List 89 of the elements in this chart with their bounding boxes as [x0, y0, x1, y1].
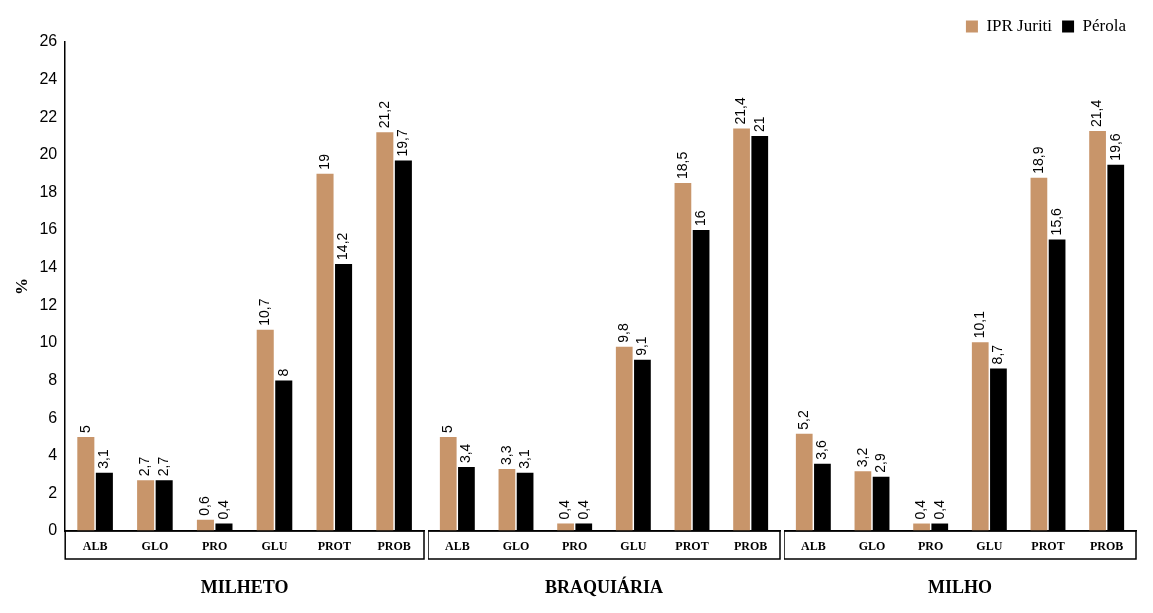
data-label: 14,2 [334, 232, 351, 260]
y-tick-label: 16 [39, 220, 58, 238]
bar [795, 433, 813, 531]
y-tick-label: 8 [48, 370, 58, 388]
data-label: 18,5 [673, 151, 690, 180]
y-tick-label: 2 [48, 483, 58, 501]
x-tick-label: GLO [858, 539, 886, 554]
data-label: 2,7 [136, 456, 153, 477]
y-tick-label: 4 [48, 446, 58, 464]
data-label: 8 [274, 368, 291, 377]
data-label: 0,4 [930, 499, 947, 520]
data-label: 21,4 [732, 97, 749, 125]
data-label: 19,6 [1106, 133, 1123, 161]
data-label: 0,6 [196, 496, 213, 516]
x-tick-label: PROB [1089, 539, 1124, 554]
y-tick-label: 0 [48, 521, 58, 539]
x-tick-label: GLU [620, 539, 647, 554]
x-tick-label: PRO [917, 539, 944, 554]
x-tick-label: PROT [675, 539, 709, 554]
data-label: 0,4 [214, 499, 231, 520]
x-axis-title: MILHETO [200, 576, 289, 597]
y-tick-label: 14 [39, 258, 58, 276]
data-label: 19,7 [394, 129, 411, 157]
x-tick-label: PROT [1031, 539, 1065, 554]
data-label: 2,9 [871, 453, 888, 473]
data-label: 21,2 [375, 100, 392, 129]
y-axis-title: % [11, 278, 31, 295]
data-label: 19 [315, 153, 332, 170]
x-tick-label: ALB [800, 539, 826, 554]
y-tick-label: 24 [39, 70, 58, 88]
data-label: 0,4 [556, 499, 573, 520]
data-label: 16 [691, 210, 708, 227]
x-tick-label: GLU [261, 539, 288, 554]
bar [971, 342, 989, 531]
data-label: 0,4 [574, 499, 591, 520]
y-tick-label: 18 [39, 182, 58, 200]
legend-label: Pérola [1082, 15, 1127, 35]
bar [316, 173, 334, 531]
data-label: 5 [439, 424, 456, 433]
y-tick-label: 20 [39, 145, 58, 163]
bar [1030, 177, 1048, 531]
data-label: 15,6 [1047, 207, 1064, 236]
x-tick-label: ALB [82, 539, 108, 554]
x-tick-label: PROT [317, 539, 351, 554]
data-label: 3,4 [457, 443, 474, 464]
data-label: 5,2 [795, 410, 812, 430]
y-tick-label: 12 [39, 295, 58, 313]
x-axis-title: MILHO [927, 576, 993, 597]
data-label: 8,7 [989, 344, 1006, 365]
data-label: 2,7 [155, 456, 172, 477]
data-label: 3,6 [813, 440, 830, 460]
data-label: 21,4 [1088, 99, 1105, 127]
bar [256, 329, 274, 531]
bar [615, 346, 633, 531]
x-tick-label: ALB [444, 539, 470, 554]
bar [376, 132, 394, 531]
data-label: 9,1 [633, 336, 650, 356]
x-tick-label: GLO [141, 539, 169, 554]
bar [498, 468, 516, 531]
x-tick-label: GLU [976, 539, 1003, 554]
data-label: 3,3 [497, 445, 514, 465]
x-tick-label: PRO [561, 539, 588, 554]
bar [137, 480, 155, 531]
data-label: 3,1 [95, 449, 112, 469]
bar [439, 436, 457, 531]
data-label: 18,9 [1029, 146, 1046, 174]
data-label: 0,4 [912, 499, 929, 520]
data-label: 21 [750, 116, 767, 133]
y-tick-label: 22 [39, 107, 58, 125]
data-label: 10,7 [256, 298, 273, 326]
y-tick-label: 10 [39, 333, 58, 351]
data-label: 3,1 [515, 449, 532, 469]
x-tick-label: PRO [202, 539, 228, 554]
bar [733, 128, 750, 531]
x-tick-label: PROB [377, 539, 411, 554]
y-tick-label: 26 [39, 32, 58, 50]
x-tick-label: PROB [733, 539, 768, 554]
data-label: 9,8 [615, 323, 632, 343]
legend-label: IPR Juriti [986, 15, 1053, 35]
y-tick-label: 6 [48, 408, 58, 426]
x-axis-title: BRAQUIÁRIA [544, 575, 664, 597]
data-label: 3,2 [853, 447, 870, 468]
bar [854, 471, 872, 531]
bar [1089, 130, 1106, 531]
data-label: 5 [76, 424, 93, 433]
data-label: 10,1 [971, 310, 988, 339]
bar [77, 436, 95, 531]
bar [674, 183, 692, 531]
x-tick-label: GLO [502, 539, 530, 554]
